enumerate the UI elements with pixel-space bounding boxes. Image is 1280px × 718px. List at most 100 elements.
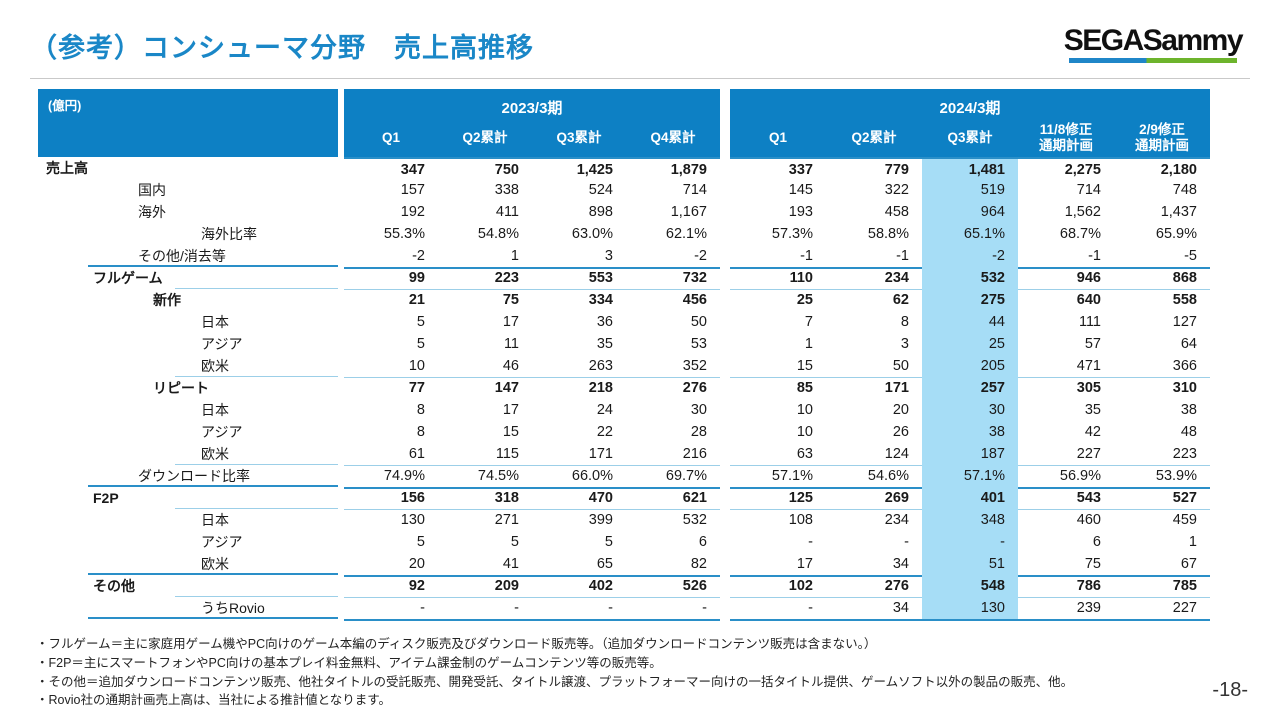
table-cell: 257	[922, 377, 1018, 399]
table-cell: -	[532, 597, 626, 621]
table-cell: 1,562	[1064, 204, 1101, 220]
table-cell: 20	[892, 402, 909, 418]
row-label: その他	[93, 578, 135, 594]
table-cell: 25	[796, 292, 813, 308]
table-cell: 65.1%	[922, 223, 1018, 245]
table-cell: 192	[400, 204, 425, 220]
table-cell: 58.8%	[867, 226, 909, 242]
row-label: フルゲーム	[93, 270, 163, 286]
table-cell: 63	[730, 443, 826, 466]
table-row: 売上高 347 750 1,425 1,879 337 779 1,481 2,275 2,180	[38, 157, 1210, 181]
row-label: 日本	[201, 314, 229, 330]
table-cell: 275	[922, 289, 1018, 311]
table-cell: 548	[922, 575, 1018, 598]
table-cell: -1	[730, 245, 826, 269]
table-cell: 322	[884, 182, 909, 198]
table-cell: 234	[884, 512, 909, 528]
table-cell: 53.9%	[1114, 465, 1210, 489]
table-cell: 127	[1172, 314, 1197, 330]
table-cell: 6	[698, 534, 707, 550]
table-cell: 67	[1114, 553, 1210, 577]
table-cell: 69.7%	[626, 465, 720, 489]
table-cell: 15	[730, 355, 826, 378]
label-separator	[175, 376, 338, 377]
table-cell: 42	[1084, 424, 1101, 440]
table-cell: -	[922, 531, 1018, 553]
table-cell: 868	[1114, 267, 1210, 290]
label-separator	[88, 617, 338, 619]
row-label: アジア	[201, 336, 243, 352]
table-cell: 1,425	[532, 157, 626, 181]
table-cell: -5	[1114, 245, 1210, 269]
table-row: 海外比率 55.3% 54.8% 63.0% 62.1% 57.3% 58.8% 65.1% 6…	[38, 223, 1210, 245]
table-cell: 77	[408, 380, 425, 396]
row-label: 日本	[201, 512, 229, 528]
table-cell: 17	[502, 402, 519, 418]
table-cell: 64	[1180, 336, 1197, 352]
table-cell: 227	[1018, 443, 1114, 466]
table-cell: 543	[1018, 487, 1114, 510]
table-cell: 11	[503, 336, 519, 352]
table-cell: 750	[438, 157, 532, 181]
table-cell: 75	[1018, 553, 1114, 577]
table-row: 欧米 61 115 171 216 63 124 187 227 223	[38, 443, 1210, 466]
table-cell: 223	[1114, 443, 1210, 466]
table-cell: 334	[588, 292, 613, 308]
table-cell: 34	[826, 553, 922, 577]
table-cell: 553	[532, 267, 626, 290]
table-cell: 460	[1076, 512, 1101, 528]
unit-label: (億円)	[38, 89, 338, 157]
table-cell: 470	[532, 487, 626, 510]
table-cell: 785	[1114, 575, 1210, 598]
table-cell: 276	[682, 380, 707, 396]
table-cell: 318	[438, 487, 532, 510]
table-cell: 74.5%	[438, 465, 532, 489]
row-label: 国内	[138, 182, 166, 198]
footnote-line: ・F2P＝主にスマートフォンやPC向けの基本プレイ料金無料、アイテム課金制のゲー…	[36, 655, 662, 670]
table-cell: 1,167	[670, 204, 707, 220]
row-label: うちRovio	[201, 600, 265, 616]
table-cell: 66.0%	[532, 465, 626, 489]
table-cell: 527	[1114, 487, 1210, 510]
table-cell: -	[344, 597, 438, 621]
table-row: アジア 5 5 5 6- - -6 1	[38, 531, 1210, 553]
table-cell: 526	[626, 575, 720, 598]
table-cell: 5	[416, 336, 425, 352]
table-cell: 38	[1180, 402, 1197, 418]
table-cell: 147	[494, 380, 519, 396]
table-cell: 276	[826, 575, 922, 598]
table-cell: 15	[502, 424, 519, 440]
table-cell: 352	[626, 355, 720, 378]
table-cell: 44	[922, 311, 1018, 333]
table-cell: 5	[510, 534, 519, 550]
table-cell: 748	[1172, 182, 1197, 198]
label-separator	[175, 464, 338, 465]
table-cell: 1,437	[1160, 204, 1197, 220]
table-cell: 5	[604, 534, 613, 550]
table-cell: 271	[494, 512, 519, 528]
table-cell: 205	[922, 355, 1018, 378]
table-cell: 62	[892, 292, 909, 308]
sega-sammy-logo: SEGASammy	[1064, 26, 1244, 63]
column-header: 11/8修正 通期計画	[1018, 119, 1114, 157]
table-cell: 92	[344, 575, 438, 598]
table-cell: 25	[922, 333, 1018, 355]
slide-header: （参考）コンシューマ分野 売上高推移 SEGASammy	[30, 0, 1250, 79]
table-cell: 532	[922, 267, 1018, 290]
table-cell: 8	[416, 402, 425, 418]
label-separator	[175, 508, 338, 509]
table-cell: 223	[438, 267, 532, 290]
page-number: -18-	[1212, 679, 1248, 701]
table-cell: 337	[730, 157, 826, 181]
table-cell: 57.3%	[771, 226, 813, 242]
table-cell: 209	[438, 575, 532, 598]
table-cell: 1,481	[922, 157, 1018, 181]
column-header: Q4累計	[626, 119, 720, 157]
label-separator	[88, 265, 338, 267]
table-cell: 310	[1172, 380, 1197, 396]
table-cell: 30	[690, 402, 707, 418]
table-cell: 68.7%	[1059, 226, 1101, 242]
table-cell: 471	[1018, 355, 1114, 378]
table-cell: 366	[1114, 355, 1210, 378]
table-cell: -2	[922, 245, 1018, 269]
